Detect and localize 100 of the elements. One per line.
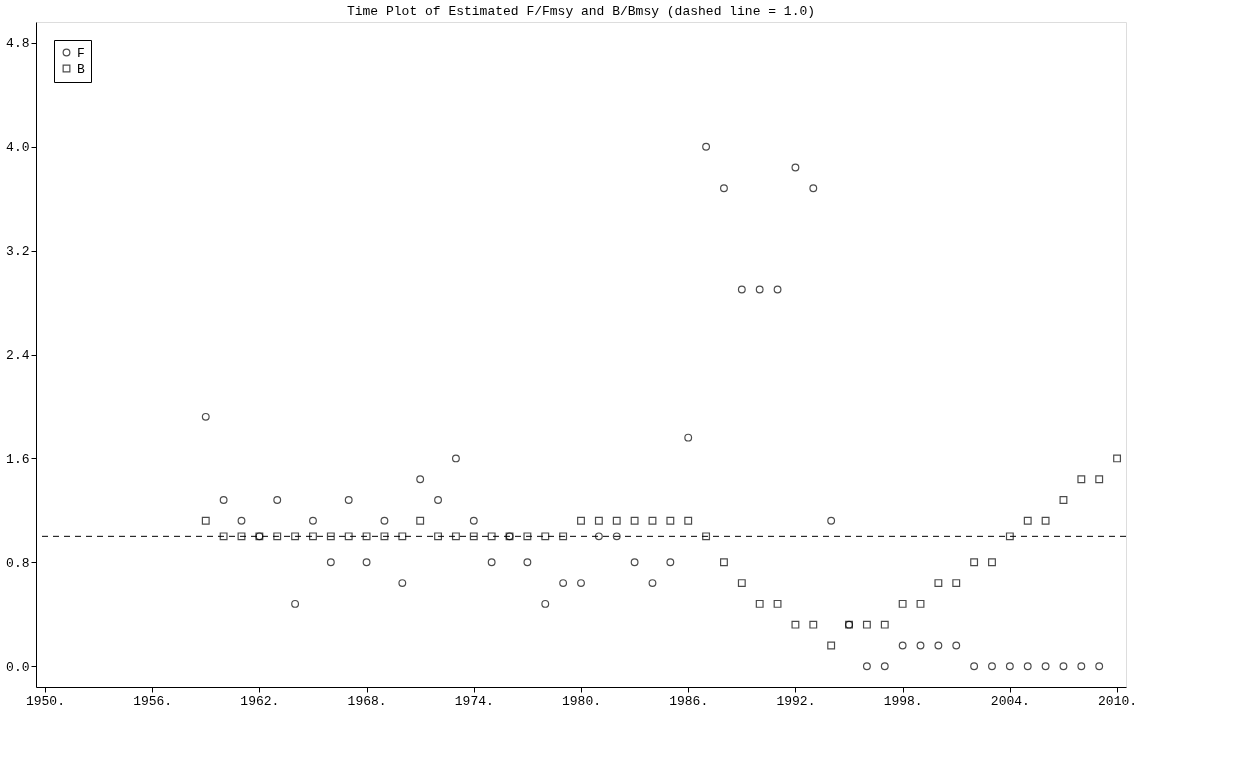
x-tick-label: 1980. (561, 693, 602, 709)
point (219, 532, 228, 541)
point (362, 558, 371, 567)
point (469, 516, 478, 525)
point (309, 516, 317, 525)
point (1041, 516, 1050, 525)
x-tick-label: 1992. (776, 693, 816, 709)
x-tick-label: 1950. (25, 693, 65, 709)
y-tick-label: 0.8 (6, 555, 30, 571)
x-tick-label: 1968. (347, 693, 387, 709)
point (326, 558, 335, 567)
point (273, 496, 282, 504)
point (934, 579, 943, 588)
y-tick-label: 0.0 (6, 659, 30, 675)
point (666, 558, 675, 567)
point (791, 620, 800, 629)
point (1077, 662, 1086, 671)
point (594, 516, 603, 525)
point (291, 532, 300, 541)
point (720, 558, 728, 567)
point (773, 285, 782, 294)
point (380, 516, 389, 525)
y-tick-label: 3.2 (6, 244, 30, 260)
point (755, 599, 764, 608)
point (898, 641, 907, 650)
point (559, 532, 568, 541)
point (612, 516, 621, 525)
point (434, 532, 442, 541)
point (720, 184, 728, 193)
point (434, 496, 442, 504)
point (237, 516, 246, 525)
point (898, 599, 907, 608)
point (791, 163, 800, 172)
point (398, 579, 407, 588)
x-tick-label: 2010. (1098, 693, 1138, 709)
point (916, 641, 925, 650)
point (1005, 532, 1014, 541)
legend-label: F (77, 45, 85, 61)
point (487, 532, 496, 541)
point (970, 558, 979, 567)
point (862, 662, 871, 671)
point (416, 475, 425, 484)
x-tick-label: 1962. (240, 693, 280, 709)
point (469, 532, 478, 541)
point (201, 412, 210, 421)
point (702, 532, 711, 541)
point (630, 558, 639, 567)
point (344, 532, 353, 541)
point (523, 532, 532, 541)
point (1005, 662, 1014, 671)
point (451, 532, 460, 541)
point (737, 285, 746, 294)
point (880, 620, 889, 629)
point (880, 662, 889, 671)
x-tick-label: 1956. (133, 693, 173, 709)
point (523, 558, 532, 567)
point (577, 579, 585, 588)
point (684, 516, 693, 525)
point (237, 532, 246, 541)
point (809, 184, 818, 193)
point (273, 532, 282, 541)
point (559, 579, 568, 588)
point (666, 516, 675, 525)
point (201, 516, 210, 525)
point (612, 532, 621, 541)
point (1023, 516, 1032, 525)
point (291, 599, 300, 608)
point (362, 532, 371, 541)
point (934, 641, 943, 650)
point (684, 433, 693, 442)
point (1041, 662, 1050, 671)
y-tick-label: 1.6 (6, 451, 30, 467)
point (1113, 454, 1122, 463)
point (1059, 496, 1068, 504)
point (1023, 662, 1032, 671)
point (398, 532, 407, 541)
point (1077, 475, 1086, 484)
point (1095, 662, 1104, 671)
point (702, 142, 711, 151)
legend-label: B (77, 61, 85, 77)
point (309, 532, 317, 541)
point (970, 662, 979, 671)
point (630, 516, 639, 525)
chart-title: Time Plot of Estimated F/Fmsy and B/Bmsy (dashed line = 1.0) (346, 4, 816, 19)
point (1059, 662, 1068, 671)
point (952, 641, 961, 650)
point (648, 579, 657, 588)
point (326, 532, 335, 541)
point (541, 599, 550, 608)
point (755, 285, 764, 294)
point (773, 599, 782, 608)
point (827, 641, 836, 650)
point (988, 558, 996, 567)
point (809, 620, 818, 629)
point (862, 620, 871, 629)
point (451, 454, 460, 463)
y-tick-label: 2.4 (6, 348, 30, 363)
point (541, 532, 550, 541)
point (416, 516, 425, 525)
point (1095, 475, 1104, 484)
